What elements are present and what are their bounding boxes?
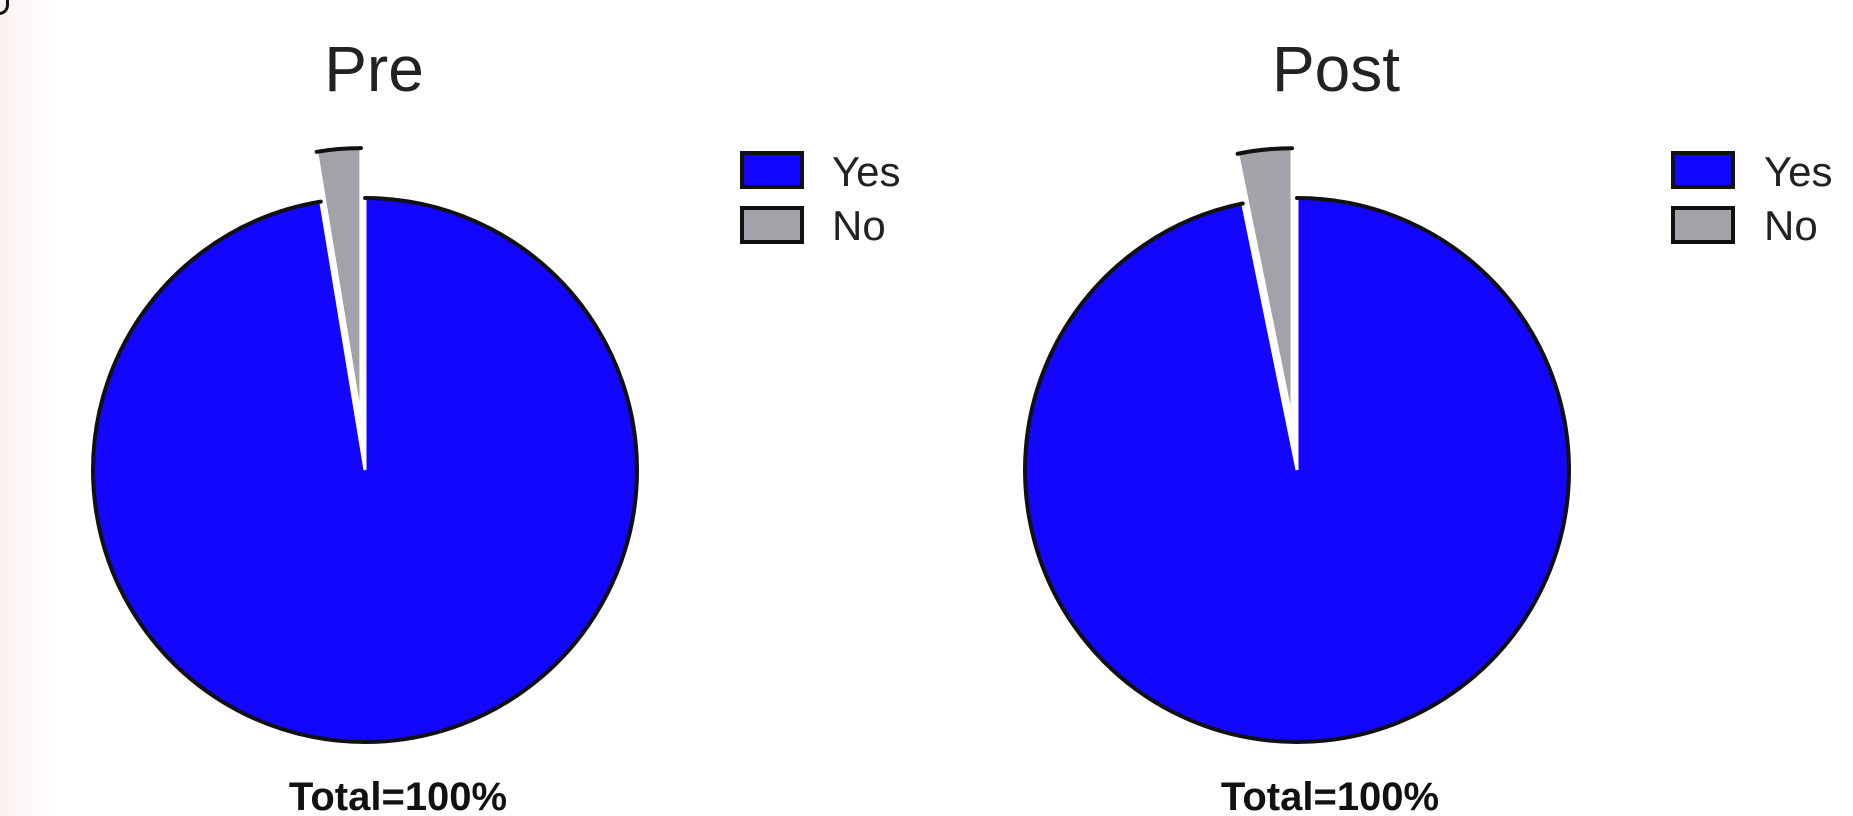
legend-post: Yes No — [1671, 148, 1833, 249]
chart-title-pre: Pre — [324, 33, 424, 105]
total-label-post: Total=100% — [1221, 775, 1439, 816]
chart-post: Post Total=100% Yes No — [1023, 33, 1833, 816]
total-label-pre: Total=100% — [289, 775, 507, 816]
pie-slice-outline-yes — [90, 196, 639, 744]
chart-pre: Pre Total=100% Yes No — [90, 33, 901, 816]
pie-slice-yes — [91, 196, 639, 744]
legend-swatch-yes — [1671, 151, 1735, 189]
pie-slice-outline-yes — [1023, 196, 1571, 744]
legend-pre: Yes No — [740, 148, 901, 249]
legend-label-no: No — [832, 202, 886, 249]
legend-label-no: No — [1764, 202, 1818, 249]
legend-swatch-no — [1671, 206, 1735, 244]
legend-swatch-no — [740, 206, 804, 244]
chart-title-post: Post — [1272, 33, 1400, 105]
legend-label-yes: Yes — [1764, 148, 1833, 195]
legend-swatch-yes — [740, 151, 804, 189]
pie-slice-yes — [1023, 196, 1571, 744]
pie-pre — [90, 146, 639, 744]
panel-edge-band — [0, 0, 55, 816]
pie-post — [1023, 146, 1571, 744]
legend-label-yes: Yes — [832, 148, 901, 195]
pie-slice-outline-no — [1235, 146, 1294, 156]
pie-slice-outline-no — [314, 146, 363, 154]
